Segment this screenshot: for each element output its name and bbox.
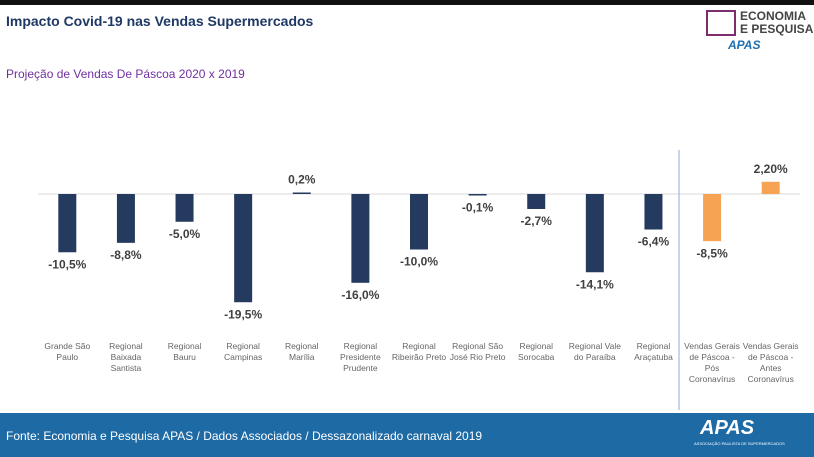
x-tick-label: Regional Ribeirão Preto	[391, 341, 447, 362]
source: Fonte: Economia e Pesquisa APAS / Dados …	[6, 429, 483, 443]
bar	[58, 194, 77, 253]
logo-text: ECONOMIA E PESQUISA	[740, 10, 813, 36]
bar	[644, 194, 663, 230]
bar	[234, 194, 253, 303]
chart: -10,5% -8,8% -5,0% -19,5% 0,2% -16,0% -10,0% -0…	[38, 150, 800, 410]
logo-line: E PESQUISA	[740, 22, 814, 36]
x-tick-label: Regional São José Rio Preto	[449, 341, 506, 362]
bar	[351, 194, 370, 283]
data-label: 0,2%	[288, 173, 316, 187]
x-tick-label: Vendas Gerais de Páscoa - Antes Coronaví…	[742, 341, 799, 384]
x-tick-label: Regional Araçatuba	[634, 341, 673, 362]
bar	[410, 194, 428, 250]
x-tick-label: Regional Campinas	[224, 341, 263, 362]
data-label: -0,1%	[462, 201, 494, 215]
bar	[292, 192, 311, 194]
logo-brand: APAS	[728, 38, 761, 52]
data-label: -10,0%	[400, 255, 438, 269]
chart-title: Projeção de Vendas De Páscoa 2020 x 2019	[6, 67, 245, 81]
data-label: -5,0%	[169, 227, 201, 241]
bar	[703, 194, 722, 242]
data-label: -2,7%	[521, 214, 553, 228]
x-tick-label: Regional Baixada Santista	[109, 341, 143, 373]
data-label: -6,4%	[638, 235, 670, 249]
data-label: -16,0%	[341, 288, 379, 302]
bar	[175, 194, 194, 222]
x-tick-label: Regional Sorocaba	[518, 341, 555, 362]
x-tick-label: Grande São Paulo	[44, 341, 91, 362]
data-label: -14,1%	[576, 277, 614, 291]
footer-brand: APAS	[700, 417, 755, 439]
bar	[527, 194, 546, 209]
logo-line: ECONOMIA	[740, 9, 806, 23]
top-bar	[0, 0, 814, 5]
title: Impacto Covid-19 nas Vendas Supermercado…	[6, 13, 314, 29]
x-tick-label: Vendas Gerais de Páscoa - Pós Coronavíru…	[684, 341, 740, 384]
x-tick-label: Regional Vale do Paraíba	[568, 341, 621, 362]
footer-brand-sub: ASSOCIAÇÃO PAULISTA DE SUPERMERCADOS	[694, 441, 785, 446]
data-label: -8,8%	[110, 248, 142, 262]
data-label: -10,5%	[48, 257, 86, 271]
footer: Fonte: Economia e Pesquisa APAS / Dados …	[0, 413, 814, 457]
data-label: -19,5%	[224, 307, 262, 321]
x-tick-label: Regional Presidente Prudente	[340, 341, 381, 373]
logo-icon	[706, 10, 736, 36]
bar	[116, 194, 135, 243]
bar	[468, 194, 487, 196]
x-tick-label: Regional Marília	[284, 341, 319, 362]
x-tick-label: Regional Bauru	[167, 341, 202, 362]
bar	[761, 181, 780, 194]
data-label: 2,20%	[754, 162, 788, 176]
data-label: -8,5%	[696, 246, 728, 260]
bar	[585, 194, 604, 273]
